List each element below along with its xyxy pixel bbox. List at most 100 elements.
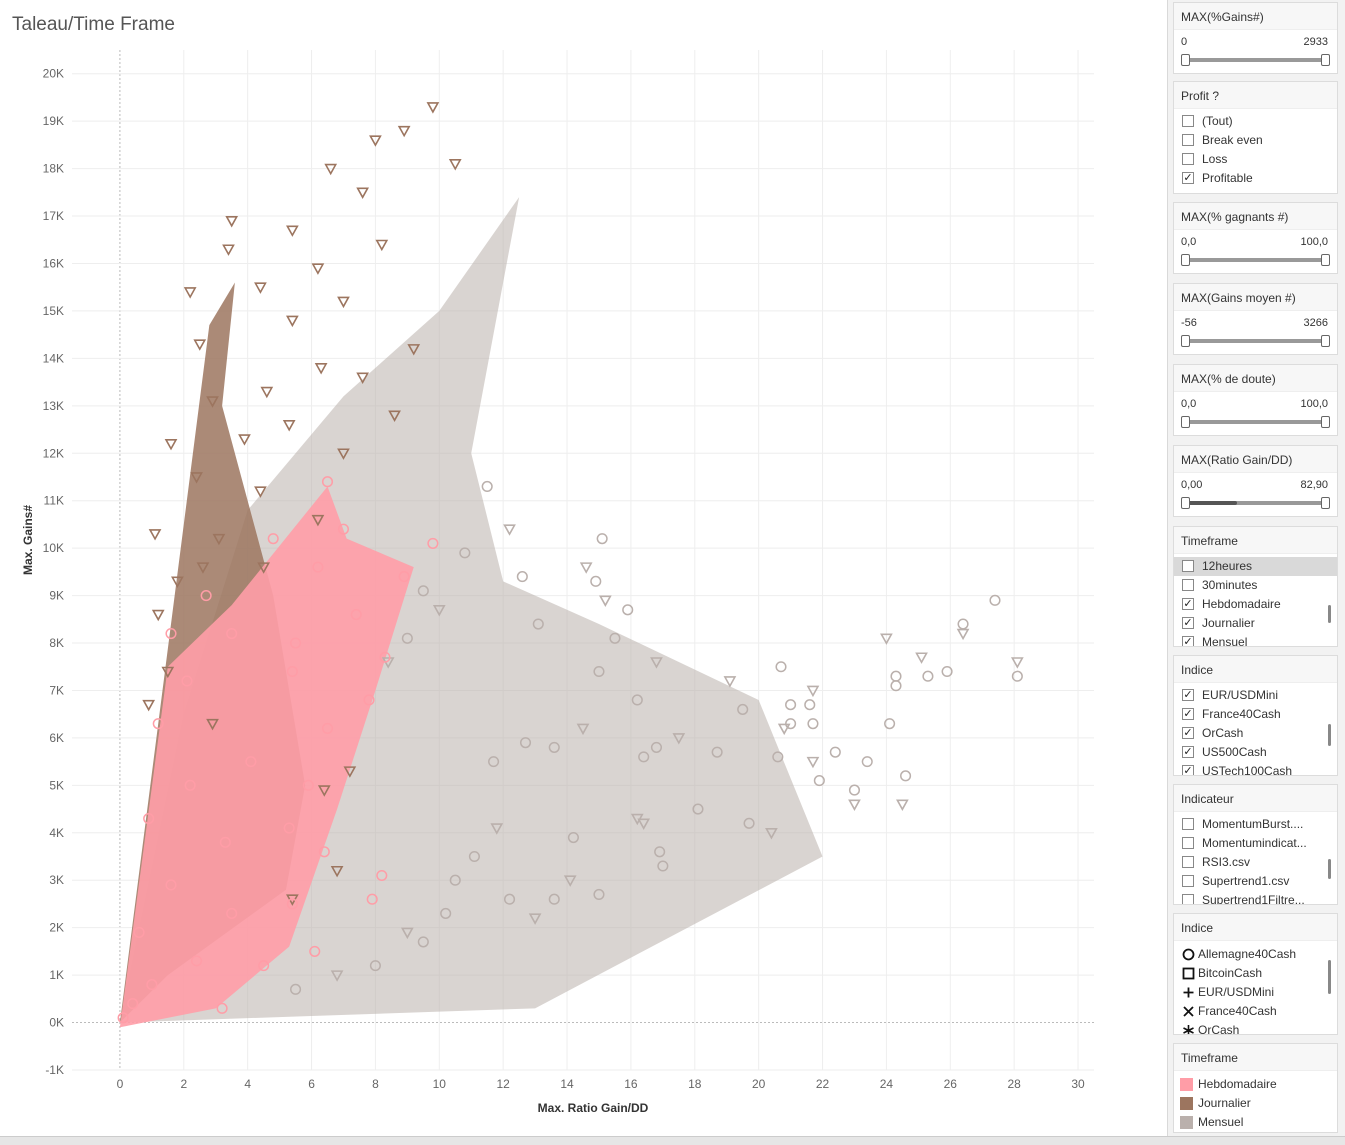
data-point[interactable] [286,225,299,237]
data-point[interactable] [956,628,970,641]
data-point[interactable] [254,486,267,498]
checkbox[interactable]: ✓ [1182,172,1194,184]
checkbox[interactable] [1182,134,1194,146]
data-point[interactable] [238,434,251,446]
checkbox[interactable] [1182,875,1194,887]
data-point[interactable] [318,846,330,858]
scrollbar[interactable] [1328,724,1331,746]
data-point[interactable] [654,846,666,858]
data-point[interactable] [143,813,155,825]
range-slider[interactable] [1181,414,1330,430]
data-point[interactable] [813,775,825,787]
data-point[interactable] [212,533,226,546]
filter-item[interactable]: OrCash [1174,1021,1337,1034]
data-point[interactable] [896,799,909,811]
data-point[interactable] [350,609,362,621]
filter-item[interactable]: ✓ Journalier [1174,614,1337,633]
checkbox[interactable]: ✓ [1182,617,1194,629]
data-point[interactable] [672,733,686,745]
data-point[interactable] [366,893,378,905]
filter-item[interactable]: MomentumBurst.... [1174,815,1337,834]
data-point[interactable] [398,571,410,583]
checkbox[interactable]: ✓ [1182,708,1194,720]
data-point[interactable] [579,562,593,574]
filter-item[interactable]: ✓ Profitable [1174,169,1337,188]
data-point[interactable] [528,913,542,925]
data-point[interactable] [407,344,421,356]
filter-item[interactable]: ✓ Hebdomadaire [1174,595,1337,614]
filter-item[interactable]: France40Cash [1174,1002,1337,1021]
data-point[interactable] [311,263,325,275]
data-point[interactable] [915,652,928,664]
data-point[interactable] [650,657,663,669]
checkbox[interactable] [1182,837,1194,849]
data-point[interactable] [829,746,841,758]
data-point[interactable] [376,869,388,882]
data-point[interactable] [519,737,532,749]
data-point[interactable] [440,907,452,919]
data-point[interactable] [190,472,203,484]
data-point[interactable] [448,159,462,171]
checkbox[interactable]: ✓ [1182,689,1194,701]
scrollbar[interactable] [1328,859,1331,879]
data-point[interactable] [432,605,446,617]
data-point[interactable] [258,960,270,972]
data-point[interactable] [337,296,350,309]
data-point[interactable] [206,396,219,408]
data-point[interactable] [254,282,267,294]
checkbox[interactable] [1182,856,1194,868]
data-point[interactable] [397,125,411,138]
data-point[interactable] [286,665,298,678]
data-point[interactable] [183,287,197,299]
data-point[interactable] [490,823,504,835]
data-point[interactable] [989,594,1001,606]
range-slider[interactable] [1181,252,1330,268]
slider-min-handle[interactable] [1181,254,1190,266]
checkbox[interactable]: ✓ [1182,765,1194,776]
data-point[interactable] [317,785,331,797]
checkbox[interactable] [1182,560,1194,572]
filter-item[interactable]: Mensuel [1174,1113,1337,1132]
data-point[interactable] [148,529,162,541]
data-point[interactable] [330,970,344,982]
slider-min-handle[interactable] [1181,416,1190,428]
data-point[interactable] [567,831,579,844]
data-point[interactable] [369,960,381,972]
checkbox[interactable] [1182,818,1194,830]
data-point[interactable] [1011,670,1023,682]
data-point[interactable] [804,699,816,711]
data-point[interactable] [503,524,516,536]
data-point[interactable] [401,632,413,644]
data-point[interactable] [260,386,274,399]
data-point[interactable] [848,799,861,811]
data-point[interactable] [193,339,207,351]
data-point[interactable] [449,874,461,886]
checkbox[interactable]: ✓ [1182,746,1194,758]
data-point[interactable] [459,547,471,559]
data-point[interactable] [481,480,493,493]
slider-min-handle[interactable] [1181,335,1190,347]
data-point[interactable] [775,661,787,673]
range-slider[interactable] [1181,333,1330,349]
data-point[interactable] [593,888,605,901]
data-point[interactable] [516,571,528,583]
slider-max-handle[interactable] [1321,497,1330,509]
data-point[interactable] [765,827,778,840]
filter-item[interactable]: EUR/USDMini [1174,983,1337,1002]
data-point[interactable] [312,561,324,573]
data-point[interactable] [324,163,338,176]
data-point[interactable] [427,537,439,549]
scatter-plot[interactable]: 0 2 4 6 8 10 12 14 16 18 20 22 24 26 28 30-1K0K1K2K3K4K… [0,0,1168,1136]
data-point[interactable] [363,694,375,706]
data-point[interactable] [164,438,178,451]
data-point[interactable] [184,779,196,791]
data-point[interactable] [637,818,651,830]
data-point[interactable] [598,595,612,607]
data-point[interactable] [848,784,861,796]
data-point[interactable] [161,666,175,679]
data-point[interactable] [503,893,516,905]
data-point[interactable] [777,723,791,736]
data-point[interactable] [638,751,650,763]
data-point[interactable] [861,756,873,768]
data-point[interactable] [225,215,239,228]
